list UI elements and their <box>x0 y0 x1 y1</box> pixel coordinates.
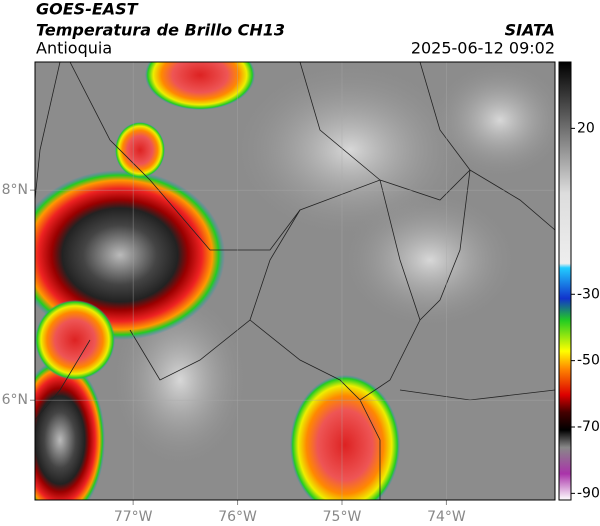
region: Antioquia <box>36 39 112 58</box>
colorbar-tick-label: -50 <box>577 353 600 369</box>
map-frame <box>34 61 556 501</box>
datetime: 2025-06-12 09:02 <box>411 39 555 58</box>
x-tick-label: 77°W <box>114 509 153 525</box>
colorbar <box>558 61 572 501</box>
source: SIATA <box>505 21 555 40</box>
x-tick-label: 74°W <box>427 509 466 525</box>
x-tick-label: 75°W <box>323 509 362 525</box>
satellite-image <box>35 62 555 500</box>
y-tick-label: 8°N <box>2 182 28 198</box>
colorbar-tick-label: -30 <box>577 286 600 302</box>
y-tick-label: 6°N <box>2 392 28 408</box>
title: GOES-EAST <box>36 0 139 19</box>
colorbar-tick-label: -70 <box>577 419 600 435</box>
x-tick-label: 76°W <box>218 509 257 525</box>
subtitle: Temperatura de Brillo CH13 <box>36 21 285 40</box>
colorbar-tick-label: -90 <box>577 485 600 501</box>
colorbar-tick-label: 20 <box>577 120 595 136</box>
